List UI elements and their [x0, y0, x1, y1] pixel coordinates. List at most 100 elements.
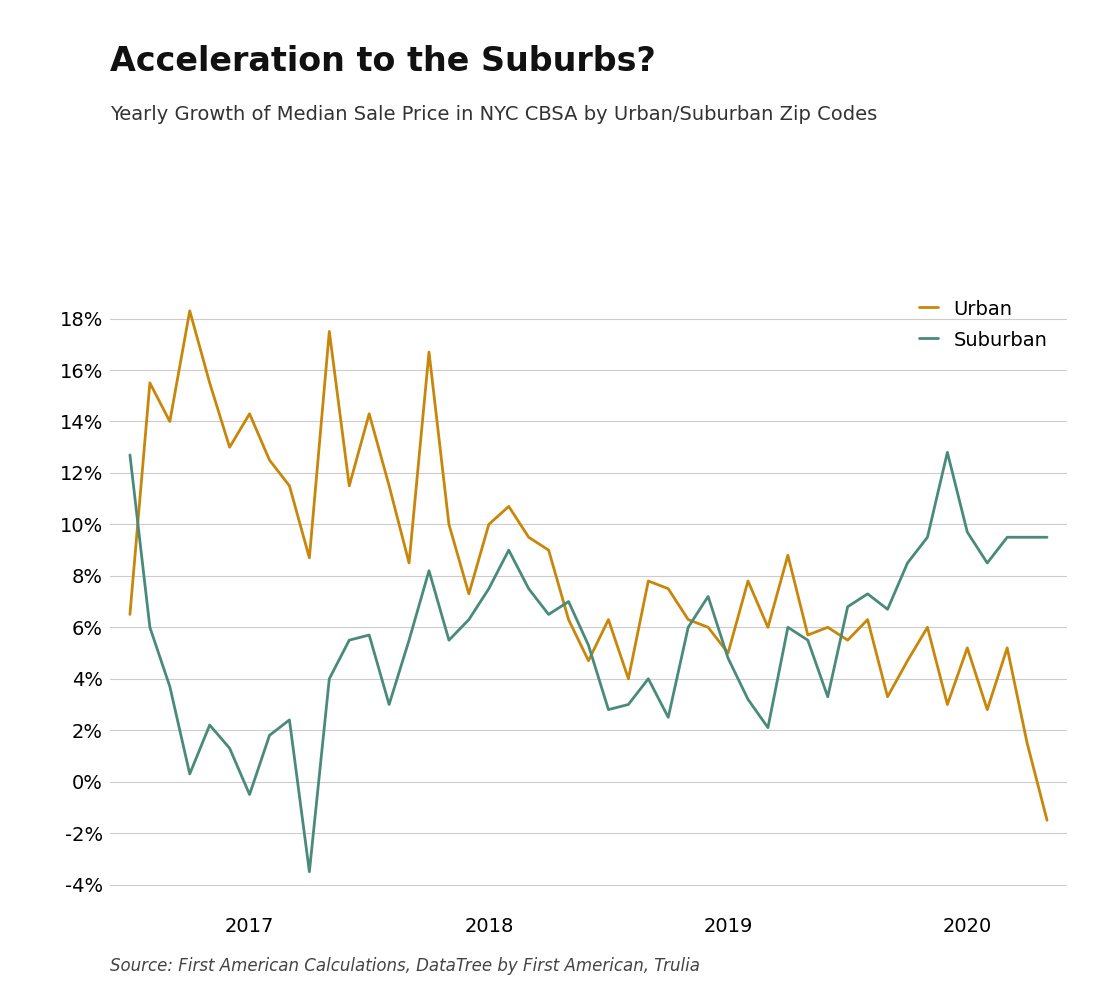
Urban — [403, 557, 416, 569]
Suburban — [383, 698, 396, 710]
Line: Urban: Urban — [130, 311, 1047, 820]
Suburban — [682, 621, 695, 633]
Urban — [1021, 737, 1034, 749]
Urban — [283, 480, 296, 492]
Urban — [223, 441, 236, 453]
Urban — [542, 544, 556, 556]
Suburban — [621, 698, 635, 710]
Suburban — [582, 639, 595, 651]
Text: Source: First American Calculations, DataTree by First American, Trulia: Source: First American Calculations, Dat… — [110, 957, 700, 975]
Suburban — [842, 601, 855, 613]
Suburban — [781, 621, 794, 633]
Suburban — [183, 768, 196, 780]
Urban — [641, 575, 654, 587]
Suburban — [302, 866, 316, 878]
Urban — [861, 614, 875, 626]
Urban — [842, 634, 855, 646]
Suburban — [283, 714, 296, 726]
Suburban — [263, 729, 276, 741]
Urban — [322, 325, 335, 337]
Urban — [302, 552, 316, 564]
Urban — [960, 642, 974, 654]
Urban — [204, 377, 217, 389]
Suburban — [462, 614, 475, 626]
Text: Yearly Growth of Median Sale Price in NYC CBSA by Urban/Suburban Zip Codes: Yearly Growth of Median Sale Price in NY… — [110, 105, 878, 124]
Suburban — [662, 711, 675, 723]
Suburban — [502, 544, 515, 556]
Suburban — [322, 673, 335, 685]
Urban — [502, 500, 515, 512]
Legend: Urban, Suburban: Urban, Suburban — [909, 290, 1057, 360]
Urban — [702, 621, 715, 633]
Suburban — [1041, 531, 1054, 543]
Urban — [1041, 814, 1054, 826]
Urban — [143, 377, 156, 389]
Suburban — [482, 583, 495, 595]
Suburban — [741, 693, 755, 705]
Urban — [462, 588, 475, 600]
Suburban — [403, 634, 416, 646]
Suburban — [422, 565, 436, 577]
Suburban — [562, 596, 575, 608]
Suburban — [343, 634, 356, 646]
Urban — [1001, 642, 1014, 654]
Urban — [163, 415, 176, 427]
Suburban — [641, 673, 654, 685]
Suburban — [123, 449, 136, 461]
Suburban — [960, 526, 974, 538]
Urban — [741, 575, 755, 587]
Text: Acceleration to the Suburbs?: Acceleration to the Suburbs? — [110, 45, 656, 78]
Suburban — [940, 446, 954, 458]
Urban — [422, 346, 436, 358]
Suburban — [981, 557, 994, 569]
Urban — [243, 408, 256, 420]
Urban — [901, 655, 914, 667]
Suburban — [722, 652, 735, 664]
Suburban — [163, 680, 176, 692]
Suburban — [901, 557, 914, 569]
Urban — [761, 621, 774, 633]
Urban — [602, 614, 615, 626]
Suburban — [921, 531, 934, 543]
Suburban — [801, 634, 814, 646]
Suburban — [542, 608, 556, 620]
Urban — [442, 518, 455, 530]
Suburban — [204, 719, 217, 731]
Urban — [482, 518, 495, 530]
Urban — [343, 480, 356, 492]
Urban — [562, 614, 575, 626]
Suburban — [522, 583, 536, 595]
Urban — [183, 305, 196, 317]
Suburban — [1021, 531, 1034, 543]
Urban — [621, 673, 635, 685]
Urban — [522, 531, 536, 543]
Suburban — [881, 603, 894, 615]
Urban — [881, 691, 894, 703]
Suburban — [761, 722, 774, 734]
Urban — [940, 698, 954, 710]
Suburban — [223, 742, 236, 754]
Suburban — [363, 629, 376, 641]
Urban — [662, 583, 675, 595]
Urban — [921, 621, 934, 633]
Suburban — [821, 691, 834, 703]
Urban — [263, 454, 276, 466]
Suburban — [702, 590, 715, 602]
Urban — [582, 655, 595, 667]
Suburban — [143, 621, 156, 633]
Urban — [722, 647, 735, 659]
Urban — [682, 614, 695, 626]
Urban — [781, 549, 794, 561]
Urban — [383, 480, 396, 492]
Urban — [821, 621, 834, 633]
Urban — [363, 408, 376, 420]
Urban — [123, 608, 136, 620]
Suburban — [602, 704, 615, 716]
Urban — [801, 629, 814, 641]
Suburban — [442, 634, 455, 646]
Urban — [981, 704, 994, 716]
Suburban — [243, 789, 256, 801]
Line: Suburban: Suburban — [130, 452, 1047, 872]
Suburban — [1001, 531, 1014, 543]
Suburban — [861, 588, 875, 600]
